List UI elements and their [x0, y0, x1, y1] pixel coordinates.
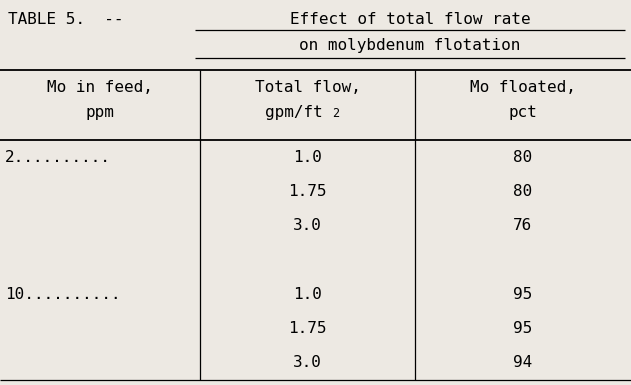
Text: gpm/ft: gpm/ft	[264, 105, 322, 120]
Text: 76: 76	[514, 218, 533, 233]
Text: 2..........: 2..........	[5, 150, 111, 165]
Text: pct: pct	[509, 105, 538, 120]
Text: TABLE 5.  --: TABLE 5. --	[8, 12, 124, 27]
Text: ppm: ppm	[86, 105, 114, 120]
Text: 1.0: 1.0	[293, 150, 322, 165]
Text: 10..........: 10..........	[5, 287, 121, 302]
Text: 2: 2	[332, 107, 339, 120]
Text: 95: 95	[514, 321, 533, 336]
Text: 94: 94	[514, 355, 533, 370]
Text: 80: 80	[514, 184, 533, 199]
Text: 80: 80	[514, 150, 533, 165]
Text: 1.75: 1.75	[288, 321, 327, 336]
Text: Effect of total flow rate: Effect of total flow rate	[290, 12, 530, 27]
Text: Mo in feed,: Mo in feed,	[47, 80, 153, 95]
Text: 1.0: 1.0	[293, 287, 322, 302]
Text: 3.0: 3.0	[293, 355, 322, 370]
Text: on molybdenum flotation: on molybdenum flotation	[299, 38, 521, 53]
Text: Mo floated,: Mo floated,	[470, 80, 576, 95]
Text: 3.0: 3.0	[293, 218, 322, 233]
Text: Total flow,: Total flow,	[254, 80, 360, 95]
Text: 1.75: 1.75	[288, 184, 327, 199]
Text: 95: 95	[514, 287, 533, 302]
